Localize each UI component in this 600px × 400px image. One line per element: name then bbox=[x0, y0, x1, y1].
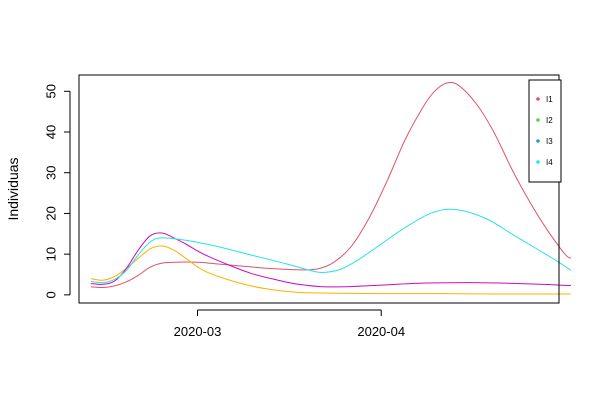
y-axis-title: Individuas bbox=[5, 157, 21, 220]
legend-marker-i4 bbox=[536, 160, 540, 164]
plot-frame bbox=[78, 74, 560, 304]
legend-label-i3: I3 bbox=[546, 137, 553, 146]
y-tick-label: 30 bbox=[43, 165, 58, 179]
legend-marker-i3 bbox=[536, 139, 540, 143]
legend: I1 I2 I3 I4 bbox=[528, 79, 562, 183]
y-tick-label: 40 bbox=[43, 125, 58, 139]
y-axis: 0 10 20 30 40 50 bbox=[43, 84, 71, 298]
y-tick-label: 50 bbox=[43, 84, 58, 98]
x-axis: 2020-03 2020-04 bbox=[174, 309, 405, 339]
legend-label-i2: I2 bbox=[546, 116, 553, 125]
legend-box bbox=[528, 79, 562, 183]
x-tick-label: 2020-04 bbox=[357, 324, 405, 339]
legend-marker-i2 bbox=[536, 118, 540, 122]
legend-label-i1: I1 bbox=[546, 95, 553, 104]
series-line-i4 bbox=[90, 208, 572, 284]
y-tick-label: 20 bbox=[43, 206, 58, 220]
y-tick-label: 0 bbox=[43, 291, 58, 298]
y-tick-label: 10 bbox=[43, 247, 58, 261]
legend-label-i4: I4 bbox=[546, 158, 553, 167]
series-lines bbox=[90, 81, 572, 295]
x-tick-label: 2020-03 bbox=[174, 324, 222, 339]
series-line-i3 bbox=[90, 232, 571, 288]
series-line-i1 bbox=[90, 81, 572, 289]
legend-marker-i1 bbox=[536, 97, 540, 101]
